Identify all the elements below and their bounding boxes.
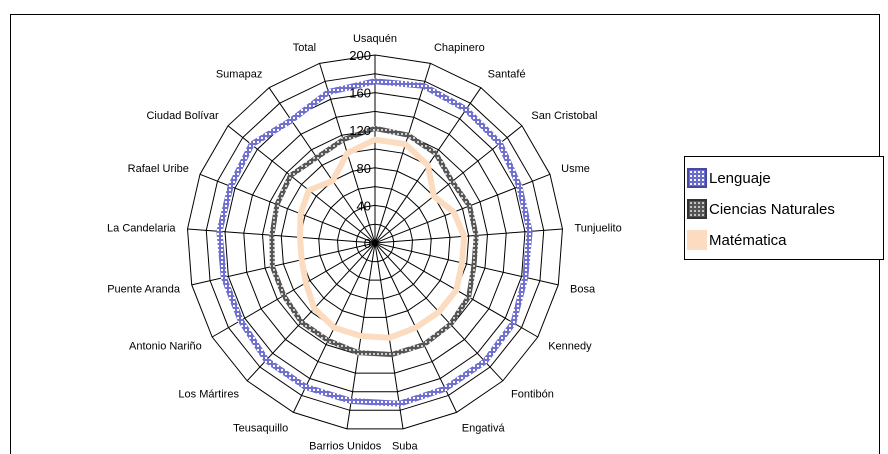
category-label: Barrios Unidos <box>309 441 382 450</box>
category-label: Los Mártires <box>178 388 239 400</box>
legend-swatch-ciencias-naturales <box>687 199 707 219</box>
legend-item-matematica: Matématica <box>687 225 787 255</box>
category-label: Engativá <box>462 423 506 435</box>
category-label: Total <box>293 42 316 54</box>
radar-grid <box>188 55 563 429</box>
spoke-line <box>375 63 430 243</box>
radial-tick-label: 80 <box>357 161 371 176</box>
radial-tick-label: 200 <box>349 48 371 63</box>
category-label: Usaquén <box>353 33 397 45</box>
legend-label-ciencias-naturales: Ciencias Naturales <box>709 201 835 218</box>
category-label: Ciudad Bolívar <box>146 110 218 122</box>
category-label: Chapinero <box>434 42 485 54</box>
category-label: Bosa <box>570 284 596 296</box>
category-label: Tunjuelito <box>574 223 621 235</box>
category-label: Usme <box>561 163 590 175</box>
legend-swatch-matematica <box>687 230 707 250</box>
legend-item-lenguaje: Lenguaje <box>687 163 771 193</box>
category-label: Fontibón <box>511 388 554 400</box>
category-label: La Candelaria <box>107 223 176 235</box>
radial-tick-label: 120 <box>349 123 371 138</box>
category-label: Antonio Nariño <box>129 341 202 353</box>
category-label: Teusaquillo <box>233 423 288 435</box>
legend-label-lenguaje: Lenguaje <box>709 170 771 187</box>
legend-item-ciencias-naturales: Ciencias Naturales <box>687 194 835 224</box>
radial-tick-label: 0 <box>364 236 371 251</box>
radial-tick-label: 160 <box>349 86 371 101</box>
legend-label-matematica: Matématica <box>709 232 787 249</box>
category-label: Kennedy <box>548 341 592 353</box>
legend: Lenguaje Ciencias Naturales Matématica <box>684 156 884 260</box>
category-label: Santafé <box>488 69 526 81</box>
category-label: Puente Aranda <box>107 284 181 296</box>
category-label: Sumapaz <box>216 69 262 81</box>
legend-swatch-lenguaje <box>687 168 707 188</box>
category-label: Rafael Uribe <box>128 163 189 175</box>
category-label: San Cristobal <box>531 110 597 122</box>
category-label: Suba <box>392 441 419 450</box>
spoke-line <box>212 243 375 337</box>
radial-tick-label: 40 <box>357 198 371 213</box>
